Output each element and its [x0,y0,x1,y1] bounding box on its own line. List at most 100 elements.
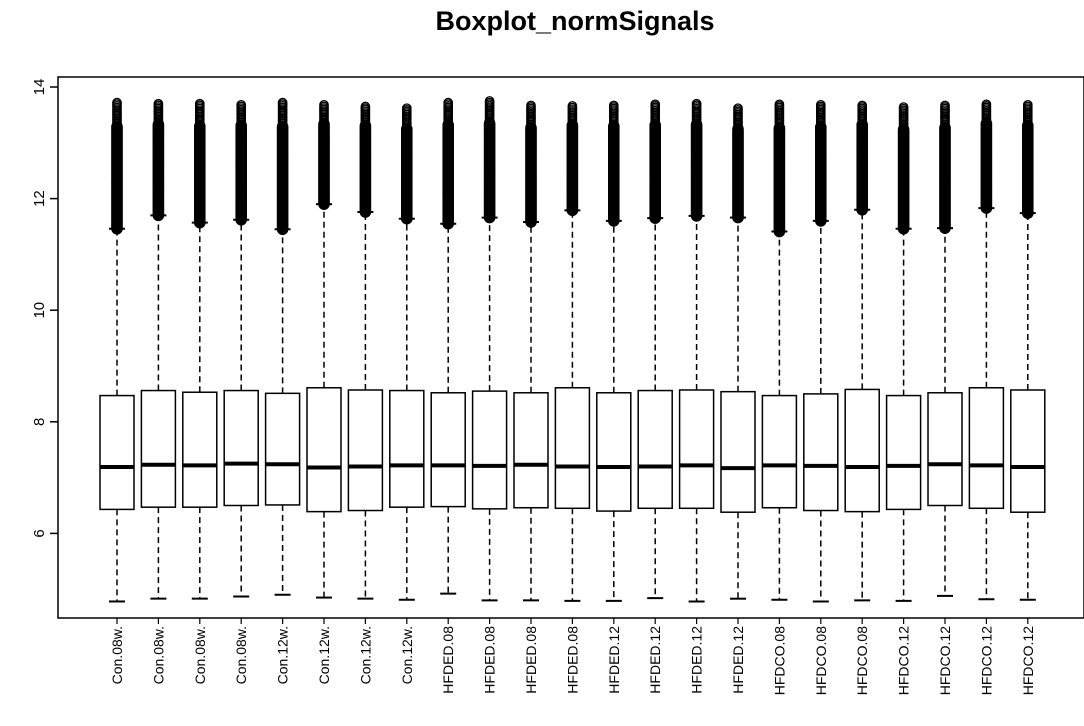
box-19 [844,100,880,602]
outliers [607,100,620,227]
outlier-point [857,100,868,111]
iqr-box [637,389,673,510]
iqr-box [720,390,756,513]
y-tick-label: 14 [31,79,48,96]
box-2 [140,98,177,600]
x-category-label: HFDCO.12 [896,626,912,695]
outlier-point [194,98,205,109]
box-11 [513,100,549,602]
iqr-box [223,389,259,507]
x-category-label: Con.12w. [357,626,373,684]
outliers [897,102,910,235]
x-category-label: Con.08w. [150,626,166,684]
outliers [525,100,537,228]
box-4 [223,100,259,598]
box-1 [99,97,135,603]
outliers [276,97,289,236]
boxes [99,96,1046,603]
iqr-box [140,389,177,508]
outlier-point [526,100,536,111]
box-16 [720,103,756,600]
iqr-box [885,394,922,511]
outliers [690,98,703,222]
outlier-point [236,100,247,110]
iqr-box [513,392,549,509]
x-category-label: Con.08w. [109,626,125,684]
box-5 [264,97,301,596]
iqr-box [554,387,591,510]
outlier-point [1022,100,1033,110]
outlier-point [319,100,329,110]
outlier-point [567,101,578,111]
x-category-label: Con.08w. [192,626,208,684]
x-category-label: Con.08w. [233,626,249,684]
outlier-point [981,99,992,110]
outlier-point [360,101,371,112]
y-tick-label: 10 [31,302,48,319]
y-tick-label: 6 [31,529,48,537]
outliers [732,103,744,224]
outliers [442,97,454,230]
iqr-box [99,394,135,511]
outliers [359,101,372,218]
iqr-box [761,394,798,509]
iqr-box [678,389,715,510]
x-category-label: Con.12w. [275,626,291,684]
iqr-box [264,392,301,506]
box-14 [637,99,673,600]
box-23 [1010,100,1046,601]
x-category-label: HFDED.12 [730,626,746,694]
outlier-point [815,100,826,110]
outliers [773,99,786,238]
outlier-point [940,100,950,111]
outliers [318,100,330,210]
outlier-point [774,99,785,110]
outliers [235,100,247,226]
outlier-point [691,98,702,109]
plot-frame [57,76,1084,619]
outliers [939,100,951,234]
x-category-label: HFDCO.08 [771,626,787,695]
x-category-label: HFDED.08 [523,626,539,694]
outlier-point [112,97,122,108]
box-15 [678,98,715,603]
outliers [1022,100,1034,219]
x-category-label: Con.12w. [399,626,415,684]
box-8 [389,103,425,601]
outliers [649,99,661,224]
iqr-box [1010,389,1046,513]
x-category-label: HFDED.12 [647,626,663,694]
outliers [111,97,123,235]
x-category-label: HFDCO.08 [813,626,829,695]
x-axis-labels: Con.08w. Con.08w. Con.08w. Con.08w. Con.12w.… [109,618,1036,695]
outliers [814,100,827,227]
outlier-point [898,102,909,112]
x-category-label: HFDED.08 [440,626,456,694]
outliers [566,101,579,217]
iqr-box [347,389,384,512]
x-category-label: HFDCO.12 [1020,626,1036,695]
box-6 [306,100,342,599]
iqr-box [182,391,218,508]
outlier-point [443,97,454,108]
box-10 [471,96,508,602]
x-category-label: HFDCO.08 [854,626,870,695]
outliers [856,100,868,216]
box-3 [182,98,218,600]
y-tick-label: 12 [31,190,48,207]
outlier-point [484,96,495,106]
iqr-box [306,387,342,513]
outlier-point [650,99,661,110]
iqr-box [471,390,508,510]
chart-title: Boxplot_normSignals [435,6,714,36]
iqr-box [927,392,963,507]
outliers [152,98,165,222]
outliers [400,103,413,225]
x-category-label: Con.12w. [316,626,332,684]
box-12 [554,101,591,602]
outlier-point [401,103,412,114]
iqr-box [430,392,466,508]
y-tick-label: 8 [31,418,48,426]
box-21 [927,100,963,597]
